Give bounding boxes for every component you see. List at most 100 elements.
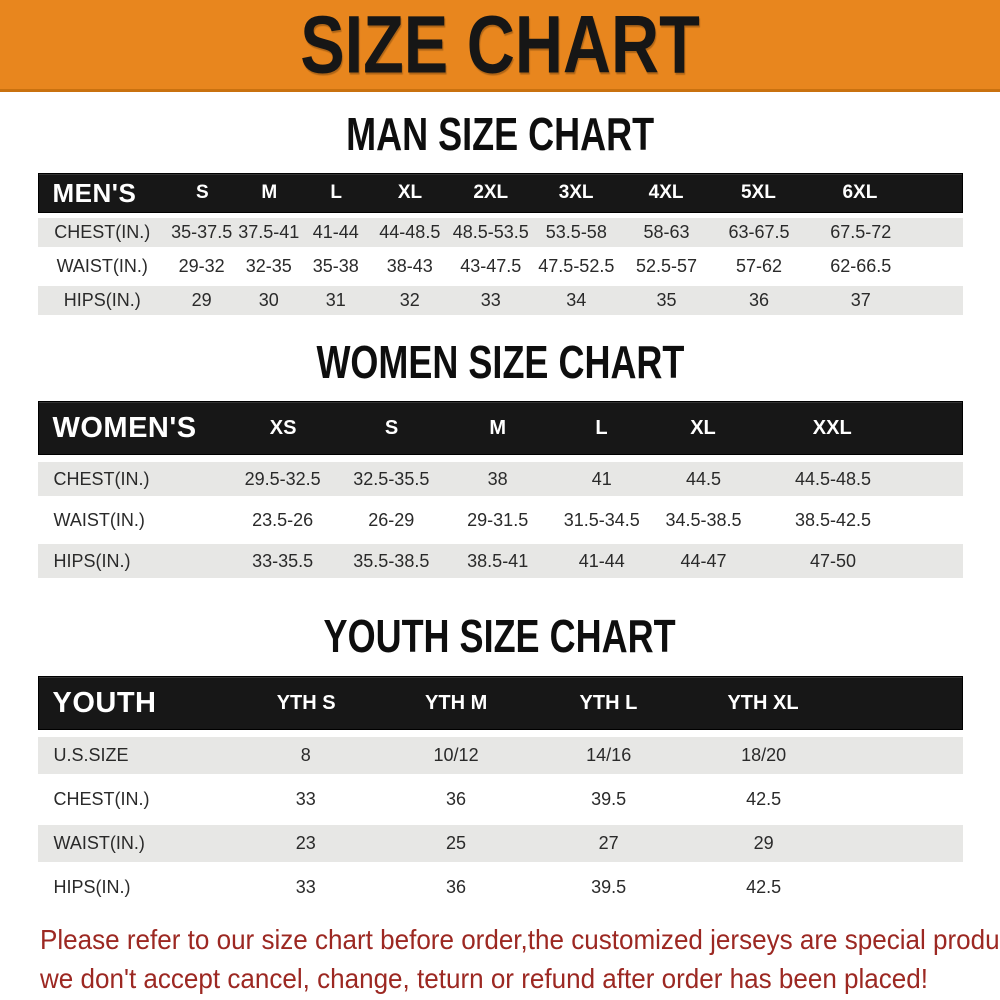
column-header: 2XL <box>473 182 509 203</box>
cell-value: 43-47.5 <box>460 256 522 276</box>
row-label: WAIST(IN.) <box>53 833 145 853</box>
column-header: M <box>261 182 278 203</box>
note-line-2: we don't accept cancel, change, teturn o… <box>40 962 929 994</box>
cell-value: 23 <box>295 833 316 853</box>
men-title-wrap: MAN SIZE CHART <box>0 109 1000 161</box>
cell-value: 31.5-34.5 <box>563 509 640 530</box>
cell-value: 32 <box>399 290 420 310</box>
row-label: WAIST(IN.) <box>53 509 145 530</box>
cell-value: 33 <box>480 290 501 310</box>
cell-value: 44.5-48.5 <box>794 468 872 489</box>
cell-value: 26-29 <box>368 509 415 530</box>
cell-value: 47.5-52.5 <box>538 256 615 276</box>
row-label: CHEST(IN.) <box>53 468 150 489</box>
cell-value: 29 <box>191 290 212 310</box>
cell-value: 39.5 <box>591 877 627 897</box>
column-header: L <box>330 182 342 203</box>
cell-value: 34.5-38.5 <box>665 509 742 530</box>
cell-value: 52.5-57 <box>635 256 698 276</box>
cell-value: 67.5-72 <box>830 222 892 242</box>
column-header: XS <box>269 416 297 439</box>
column-header: S <box>384 416 399 439</box>
column-header: YTH XL <box>727 691 799 714</box>
men-size-table: MEN'S S M L XL 2XL 3XL 4XL 5XL 6XL CHEST(IN.) 35-37… <box>37 173 963 315</box>
column-header: M <box>489 416 506 439</box>
cell-value: 35-37.5 <box>171 222 233 242</box>
column-header: XL <box>690 416 716 439</box>
cell-value: 53.5-58 <box>545 222 607 242</box>
women-size-table: WOMEN'S XS S M L XL XXL CHEST(IN.) 29.5-32.5 32.5… <box>37 401 963 578</box>
cell-value: 41-44 <box>578 550 625 571</box>
cell-value: 38 <box>487 468 508 489</box>
cell-value: 35.5-38.5 <box>353 550 430 571</box>
cell-value: 38-43 <box>386 256 433 276</box>
cell-value: 10/12 <box>433 745 479 765</box>
cell-value: 33-35.5 <box>252 550 314 571</box>
cell-value: 29.5-32.5 <box>244 468 321 489</box>
column-header: S <box>195 182 209 203</box>
cell-value: 35 <box>656 290 677 310</box>
cell-value: 35-38 <box>312 256 359 276</box>
youth-size-section: YOUTH SIZE CHART YOUTH YTH S YTH M YTH L YTH… <box>0 613 1000 906</box>
column-header: XL <box>397 182 423 203</box>
cell-value: 29 <box>753 833 774 853</box>
table-header-row: WOMEN'S XS S M L XL XXL <box>37 401 963 455</box>
table-row: WAIST(IN.) 23.5-26 26-29 29-31.5 31.5-34.5 34… <box>37 503 963 537</box>
row-label: CHEST(IN.) <box>54 222 151 242</box>
column-header: L <box>595 416 608 439</box>
cell-value: 62-66.5 <box>830 256 892 276</box>
column-header: 3XL <box>558 182 594 203</box>
table-header-label: MEN'S <box>52 177 137 208</box>
cell-value: 30 <box>258 290 279 310</box>
women-chart-title: WOMEN SIZE CHART <box>316 337 684 389</box>
row-label: HIPS(IN.) <box>63 290 141 310</box>
cell-value: 42.5 <box>746 789 782 809</box>
cell-value: 8 <box>300 745 311 765</box>
cell-value: 58-63 <box>643 222 690 242</box>
row-label: WAIST(IN.) <box>56 256 148 276</box>
size-chart-banner: SIZE CHART <box>0 0 1000 92</box>
cell-value: 23.5-26 <box>252 509 314 530</box>
column-header: YTH M <box>425 691 488 714</box>
cell-value: 33 <box>295 877 316 897</box>
women-size-section: WOMEN SIZE CHART WOMEN'S XS S M L XL XXL CHEST(… <box>0 337 1000 578</box>
row-label: HIPS(IN.) <box>53 550 131 571</box>
cell-value: 34 <box>566 290 587 310</box>
table-row: CHEST(IN.) 35-37.5 37.5-41 41-44 44-48.5 48.5… <box>37 218 963 247</box>
table-row: CHEST(IN.) 33 36 39.5 42.5 <box>37 781 963 818</box>
table-header-label: WOMEN'S <box>52 411 197 444</box>
men-chart-title: MAN SIZE CHART <box>346 109 654 161</box>
table-row: HIPS(IN.) 33-35.5 35.5-38.5 38.5-41 41-44 44-… <box>37 544 963 578</box>
cell-value: 44-47 <box>680 550 727 571</box>
cell-value: 27 <box>598 833 619 853</box>
cell-value: 41-44 <box>312 222 359 242</box>
cell-value: 36 <box>446 877 467 897</box>
row-label: CHEST(IN.) <box>53 789 150 809</box>
cell-value: 41 <box>591 468 612 489</box>
column-header: 4XL <box>648 182 684 203</box>
cell-value: 18/20 <box>741 745 787 765</box>
table-row: WAIST(IN.) 29-32 32-35 35-38 38-43 43-47.5 47.… <box>37 252 963 281</box>
cell-value: 39.5 <box>591 789 627 809</box>
column-header: XXL <box>812 416 852 439</box>
cell-value: 36 <box>748 290 770 310</box>
note-line-1: Please refer to our size chart before or… <box>40 924 1000 955</box>
cell-value: 57-62 <box>735 256 783 276</box>
youth-title-wrap: YOUTH SIZE CHART <box>0 613 1000 661</box>
banner-title: SIZE CHART <box>300 0 700 90</box>
cell-value: 44.5 <box>685 468 722 489</box>
cell-value: 36 <box>446 789 467 809</box>
table-row: U.S.SIZE 8 10/12 14/16 18/20 <box>37 737 963 774</box>
cell-value: 14/16 <box>586 745 632 765</box>
cell-value: 32-35 <box>245 256 292 276</box>
column-header: 5XL <box>740 182 776 203</box>
cell-value: 29-31.5 <box>467 509 529 530</box>
table-header-row: MEN'S S M L XL 2XL 3XL 4XL 5XL 6XL <box>37 173 963 213</box>
cell-value: 48.5-53.5 <box>452 222 529 242</box>
cell-value: 42.5 <box>746 877 782 897</box>
men-size-section: MAN SIZE CHART MEN'S S M L XL 2XL 3XL 4XL 5XL 6XL… <box>0 109 1000 315</box>
youth-size-table: YOUTH YTH S YTH M YTH L YTH XL U.S.SIZE 8 10/12… <box>37 676 963 906</box>
disclaimer-note: Please refer to our size chart before or… <box>40 921 1000 998</box>
cell-value: 37 <box>850 290 871 310</box>
women-title-wrap: WOMEN SIZE CHART <box>0 337 1000 389</box>
